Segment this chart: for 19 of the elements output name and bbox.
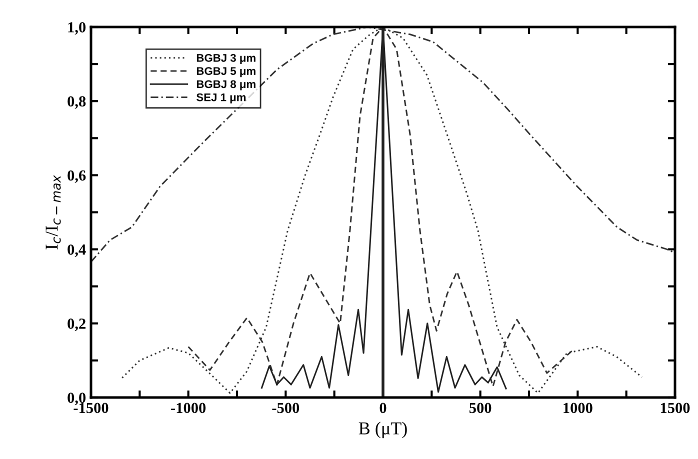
x-tick-label: -1000	[171, 402, 206, 414]
x-tick-label: 1500	[660, 402, 690, 414]
legend-label: BGBJ 5 μm	[196, 67, 256, 78]
y-tick-label: 0,6	[68, 170, 86, 183]
y-tick-label: 0,0	[68, 392, 86, 406]
legend-label: BGBJ 8 μm	[196, 80, 256, 90]
x-axis-title: B (μT)	[358, 422, 407, 438]
legend-label: SEJ 1 μm	[196, 93, 246, 104]
x-tick-label: -1500	[74, 402, 108, 414]
y-tick-label: 0,2	[68, 318, 86, 332]
x-tick-label: 0	[380, 402, 386, 414]
y-tick-label: 1,0	[68, 22, 86, 35]
x-tick-label: 1000	[564, 402, 592, 414]
y-tick-label: 0,8	[68, 96, 86, 109]
y-axis-title: I$_{c}$/I$_{c−max}$	[46, 175, 61, 250]
x-tick-label: 500	[469, 402, 492, 414]
x-tick-label: -500	[272, 402, 300, 414]
y-tick-label: 0,4	[68, 244, 86, 257]
legend-label: BGBJ 3 μm	[196, 54, 256, 64]
